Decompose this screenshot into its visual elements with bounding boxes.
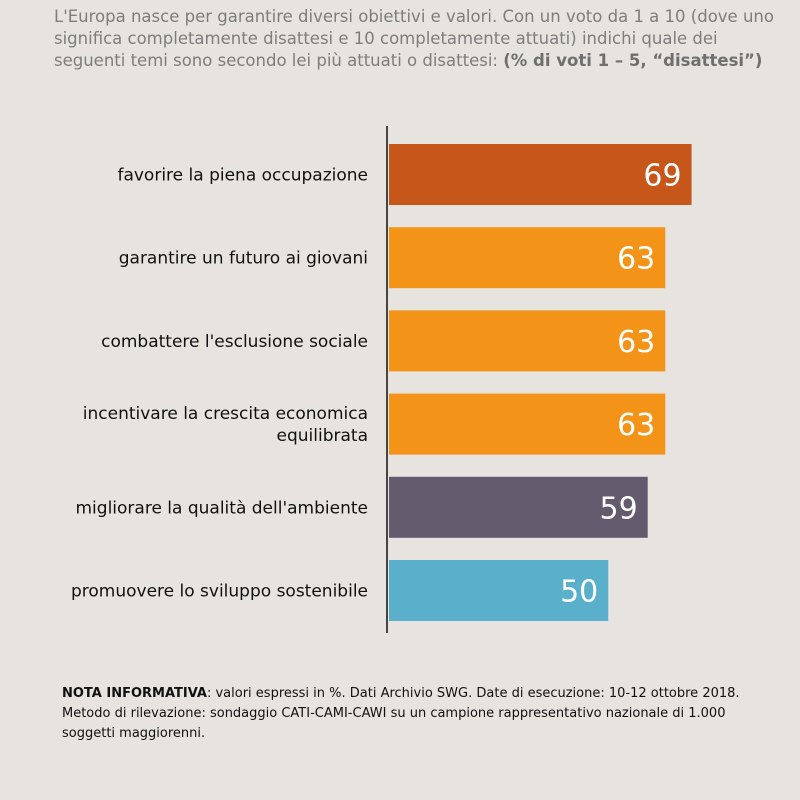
category-label: incentivare la crescita economica (83, 404, 368, 424)
bar-value-label: 50 (560, 575, 598, 610)
bar (389, 476, 648, 538)
category-label: promuovere lo sviluppo sostenibile (71, 582, 368, 602)
bar-value-label: 69 (643, 159, 681, 194)
bar (389, 393, 666, 455)
category-label: equilibrata (277, 426, 368, 446)
category-label: garantire un futuro ai giovani (119, 249, 368, 269)
question-text: L'Europa nasce per garantire diversi obi… (54, 7, 774, 70)
chart-question: L'Europa nasce per garantire diversi obi… (54, 6, 784, 72)
bar-value-label: 63 (617, 242, 655, 277)
bar (389, 227, 666, 289)
category-label: combattere l'esclusione sociale (101, 332, 368, 352)
footnote-text: : valori espressi in %. Dati Archivio SW… (62, 686, 740, 741)
footnote-title: NOTA INFORMATIVA (62, 686, 207, 701)
bar (389, 144, 692, 205)
bar-value-label: 63 (617, 408, 655, 443)
question-emphasis: (% di voti 1 – 5, “disattesi”) (503, 51, 763, 70)
bar (389, 560, 609, 621)
category-label: favorire la piena occupazione (117, 166, 368, 186)
category-label: migliorare la qualità dell'ambiente (76, 498, 369, 518)
footnote: NOTA INFORMATIVA: valori espressi in %. … (62, 684, 770, 744)
bar-value-label: 59 (600, 491, 638, 526)
bar (389, 310, 666, 372)
bar-value-label: 63 (617, 325, 655, 360)
